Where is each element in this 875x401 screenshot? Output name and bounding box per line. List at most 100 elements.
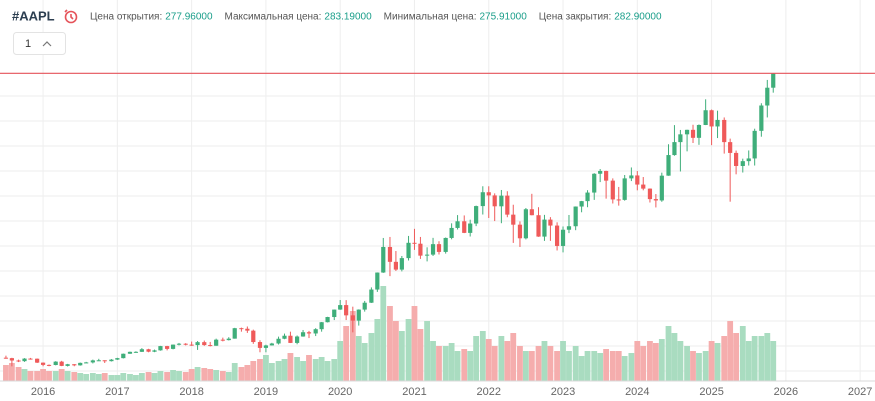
volume-bar <box>238 367 245 381</box>
field-value: 275.91000 <box>480 12 528 23</box>
candle-body <box>176 343 182 345</box>
candle-body <box>276 338 281 344</box>
volume-bar <box>479 331 486 381</box>
candle-body <box>529 209 534 216</box>
volume-bar <box>257 359 263 381</box>
candle-body <box>269 343 274 346</box>
candle-body <box>16 360 21 362</box>
candle-body <box>511 214 516 225</box>
volume-bar <box>157 371 164 381</box>
volume <box>3 286 777 381</box>
candle-body <box>443 237 448 252</box>
volume-bar <box>355 336 362 381</box>
volume-bar <box>714 343 721 381</box>
candle-body <box>622 178 627 200</box>
candle-body <box>78 362 83 366</box>
volume-bar <box>684 346 690 381</box>
volume-bar <box>621 356 628 381</box>
volume-bar <box>727 321 734 381</box>
candle-body <box>53 361 58 366</box>
volume-bar <box>528 351 535 381</box>
volume-bar <box>368 333 375 381</box>
candle-body <box>418 243 423 256</box>
candle-body <box>295 336 300 343</box>
field-value: 277.96000 <box>165 12 213 23</box>
volume-bar <box>58 369 65 381</box>
candle-body <box>220 339 225 341</box>
grid <box>42 0 861 381</box>
volume-bar <box>318 357 325 381</box>
volume-bar <box>615 351 622 381</box>
candle-body <box>232 328 237 339</box>
volume-bar <box>343 326 350 381</box>
chevron[interactable] <box>42 41 52 47</box>
volume-bar <box>517 346 523 381</box>
volume-bar <box>182 372 189 381</box>
volume-bar <box>170 370 176 381</box>
x-tick-label: 2023 <box>551 386 575 398</box>
candle-body <box>486 192 491 196</box>
candle-body <box>189 344 194 346</box>
volume-bar <box>770 341 777 381</box>
x-tick-label: 2018 <box>179 386 203 398</box>
candle-body <box>765 87 770 106</box>
volume-bar <box>151 373 158 381</box>
volume-bar <box>417 329 424 381</box>
candle-body <box>598 170 603 174</box>
candle-body <box>338 305 343 310</box>
x-tick-label: 2020 <box>328 386 352 398</box>
volume-bar <box>745 341 752 381</box>
volume-bar <box>461 349 468 381</box>
candle-body <box>474 206 479 224</box>
volume-bar <box>120 373 127 381</box>
interval-box[interactable]: 1 <box>13 32 66 55</box>
volume-bar <box>300 361 306 381</box>
volume-bar <box>634 341 641 381</box>
candle-body <box>362 302 367 310</box>
volume-bar <box>603 349 610 381</box>
volume-bar <box>436 346 442 381</box>
volume-bar <box>572 346 579 381</box>
volume-bar <box>374 319 381 381</box>
candle-body <box>548 219 553 226</box>
candle-body <box>195 342 200 346</box>
candle-body <box>653 199 658 201</box>
volume-bar <box>733 333 739 381</box>
candle-body <box>319 322 324 330</box>
volume-bar <box>424 321 431 381</box>
volume-bar <box>127 374 133 381</box>
candle-body <box>759 105 764 131</box>
candle-body <box>40 362 46 365</box>
clock-icon[interactable] <box>64 9 78 24</box>
candle-body <box>170 344 176 349</box>
volume-bar <box>287 353 294 381</box>
candle-body <box>690 129 696 138</box>
volume-bar <box>349 311 356 381</box>
candle-body <box>436 244 442 252</box>
candle-body <box>573 206 578 227</box>
candle-body <box>709 110 714 127</box>
x-tick-label: 2025 <box>699 386 723 398</box>
candle-body <box>462 221 467 233</box>
volume-bar <box>207 369 214 381</box>
volume-bar <box>491 346 498 381</box>
volume-bar <box>27 371 34 381</box>
volume-bar <box>95 374 102 381</box>
candle-body <box>610 180 615 200</box>
volume-bar <box>312 359 319 381</box>
volume-bar <box>448 343 455 381</box>
candle-body <box>257 342 263 348</box>
volume-bar <box>578 356 585 381</box>
candle-body <box>90 360 95 363</box>
volume-bar <box>677 341 684 381</box>
field-label: Цена открытия: <box>90 12 162 23</box>
candle-body <box>139 349 144 352</box>
field-value: 282.90000 <box>614 12 662 23</box>
candle-body <box>127 351 133 354</box>
volume-bar <box>231 363 238 381</box>
candle-body <box>647 188 653 200</box>
candle-body <box>523 209 528 239</box>
volume-bar <box>244 365 251 381</box>
candle-body <box>722 119 727 143</box>
candle-body <box>604 170 609 181</box>
